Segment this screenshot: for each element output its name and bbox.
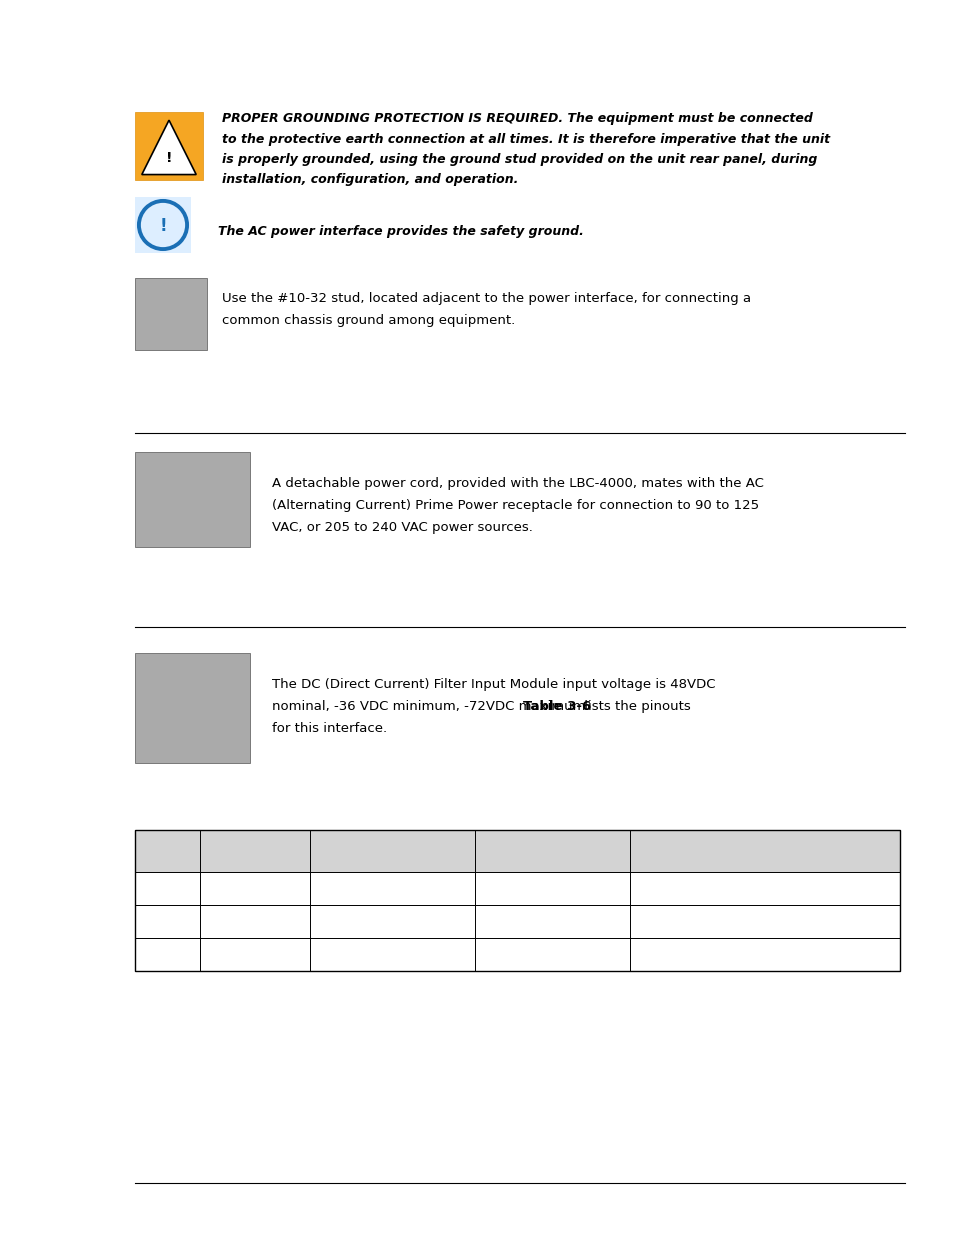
- Text: installation, configuration, and operation.: installation, configuration, and operati…: [222, 173, 517, 186]
- FancyBboxPatch shape: [135, 278, 207, 350]
- Text: !: !: [159, 217, 167, 235]
- FancyBboxPatch shape: [135, 872, 899, 905]
- FancyBboxPatch shape: [135, 905, 899, 939]
- Text: The DC (Direct Current) Filter Input Module input voltage is 48VDC: The DC (Direct Current) Filter Input Mod…: [272, 678, 715, 692]
- FancyBboxPatch shape: [135, 452, 250, 547]
- Text: Table 3-6: Table 3-6: [523, 700, 591, 713]
- Text: common chassis ground among equipment.: common chassis ground among equipment.: [222, 314, 515, 327]
- Text: The AC power interface provides the safety ground.: The AC power interface provides the safe…: [218, 225, 583, 238]
- Text: !: !: [166, 151, 172, 165]
- Text: to the protective earth connection at all times. It is therefore imperative that: to the protective earth connection at al…: [222, 132, 829, 146]
- Polygon shape: [142, 120, 196, 174]
- FancyBboxPatch shape: [135, 830, 899, 872]
- Text: is properly grounded, using the ground stud provided on the unit rear panel, dur: is properly grounded, using the ground s…: [222, 153, 817, 165]
- Text: nominal, -36 VDC minimum, -72VDC maximum.: nominal, -36 VDC minimum, -72VDC maximum…: [272, 700, 594, 713]
- Text: VAC, or 205 to 240 VAC power sources.: VAC, or 205 to 240 VAC power sources.: [272, 521, 533, 534]
- FancyBboxPatch shape: [135, 653, 250, 763]
- Text: lists the pinouts: lists the pinouts: [579, 700, 690, 713]
- FancyBboxPatch shape: [135, 112, 203, 180]
- Text: Use the #10-32 stud, located adjacent to the power interface, for connecting a: Use the #10-32 stud, located adjacent to…: [222, 291, 750, 305]
- Text: (Alternating Current) Prime Power receptacle for connection to 90 to 125: (Alternating Current) Prime Power recept…: [272, 499, 759, 513]
- Text: A detachable power cord, provided with the LBC-4000, mates with the AC: A detachable power cord, provided with t…: [272, 477, 763, 490]
- FancyBboxPatch shape: [135, 198, 191, 253]
- FancyBboxPatch shape: [135, 939, 899, 971]
- Text: for this interface.: for this interface.: [272, 722, 387, 735]
- Text: PROPER GROUNDING PROTECTION IS REQUIRED. The equipment must be connected: PROPER GROUNDING PROTECTION IS REQUIRED.…: [222, 112, 812, 125]
